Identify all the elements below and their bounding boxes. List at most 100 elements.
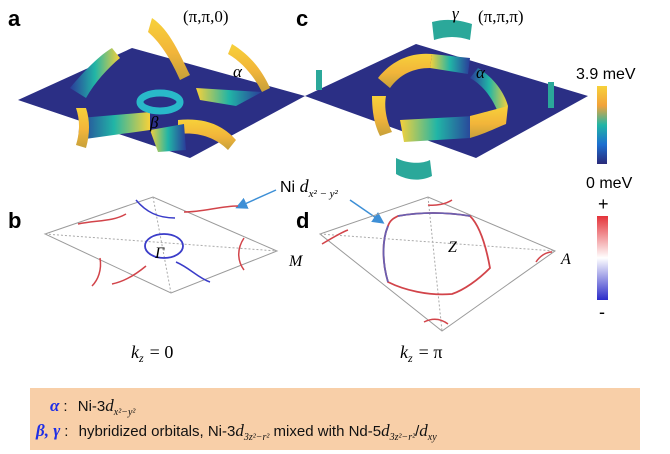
legend-alpha-symbol: α (50, 396, 60, 415)
panel-c: c (π,π,π) γ α (296, 4, 588, 180)
beta-cylinder-a (136, 89, 184, 115)
legend-bg-d2: d (381, 421, 390, 440)
fermi-arc-b-6 (175, 261, 211, 283)
legend-bg-mid: mixed with Nd-5 (269, 423, 382, 440)
corner-arc-d-left (321, 229, 349, 245)
diagonal-d-2 (427, 196, 443, 332)
legend-bg-d3: d (419, 421, 428, 440)
panel-b: b Γ M kz = 0 (8, 196, 304, 365)
colorbar-max-label: 3.9 meV (576, 66, 636, 83)
diagonal-b-1 (44, 233, 278, 252)
legend-bg-slash: / (415, 423, 420, 440)
alpha-sheet-c-topleft (378, 53, 432, 88)
alpha-sheet-c-topfan (430, 54, 470, 74)
kz-label-d: k (400, 342, 409, 362)
callout-prefix: Ni (280, 179, 300, 196)
legend-alpha-d: d (105, 396, 114, 415)
callout-arrow-left (235, 189, 277, 209)
gamma-sheet-c-bottom (396, 158, 432, 180)
svg-text:kz= π: kz = π (400, 342, 442, 365)
legend-bg-sub3: xy (427, 432, 437, 443)
panel-a: a (π,π,0) α β (8, 6, 305, 158)
legend-bg-colon: : (64, 423, 69, 440)
z-point-label: Z (448, 239, 458, 256)
corner-arc-d-bottom (423, 318, 449, 325)
fermi-arc-b-4 (238, 237, 245, 271)
gap-sheet-a-left-fan (78, 112, 150, 140)
diagonal-d-1 (319, 233, 556, 252)
legend-alpha-sub: x²−y² (113, 407, 136, 418)
beta-label-a: β (149, 113, 159, 132)
gap-sheet-a-bottomleft (76, 108, 89, 148)
alpha-sheet-c-bottom (400, 116, 474, 142)
gamma-label-c: γ (452, 4, 460, 23)
legend-alpha-colon: : (63, 398, 68, 415)
gap-sheet-a-bottom-fan (150, 124, 186, 152)
gamma-sheet-c-top (432, 19, 472, 40)
fermi-arc-b-1 (77, 213, 127, 225)
corner-arc-d-top (427, 199, 453, 206)
fermi-pocket-gamma (144, 233, 184, 259)
sign-plus-label: + (598, 194, 609, 214)
sign-minus-label: - (599, 302, 605, 322)
panel-letter-a: a (8, 6, 21, 31)
legend-bg-symbol: β, γ (36, 421, 61, 440)
corner-arc-d-right (535, 251, 553, 263)
panel-d: d Z A kz = π (296, 196, 571, 365)
high-symmetry-point-a: (π,π,0) (183, 7, 229, 26)
panel-letter-d: d (296, 208, 309, 233)
fermi-arc-b-2 (135, 199, 176, 219)
gap-sheet-a-top (148, 18, 190, 80)
gap-plane-c (305, 44, 588, 158)
kz-label-b: k (131, 342, 140, 362)
alpha-label-c: α (476, 63, 486, 82)
m-point-label: M (288, 253, 304, 270)
gap-sheet-a-right (228, 44, 270, 92)
sign-colorbar: + - (597, 194, 609, 322)
legend-row-alpha: α: Ni-3dx²−y² (50, 396, 136, 418)
kz-sub-b: z (138, 351, 144, 365)
fermi-arc-b-7 (111, 265, 147, 285)
legend-alpha-prefix: Ni-3 (77, 398, 106, 415)
a-point-label: A (560, 251, 571, 268)
svg-text:kz= 0: kz = 0 (131, 342, 173, 365)
gamma-point-label: Γ (154, 245, 165, 262)
diagonal-b-2 (152, 196, 172, 294)
panel-letter-c: c (296, 6, 308, 31)
kz-value-b: = 0 (150, 342, 174, 362)
gap-sheet-a-right-fan (196, 88, 262, 106)
alpha-label-a: α (233, 62, 243, 81)
callout-d: d (300, 176, 310, 196)
alpha-sheet-c-right (470, 68, 508, 112)
alpha-sheet-c-bottomright (470, 106, 508, 138)
orbital-callout: Ni dx² − y² (235, 176, 385, 224)
legend-bg-sub2: 3z²−r² (389, 432, 416, 443)
callout-subscript: x² − y² (308, 188, 339, 200)
fermi-arc-b-3 (183, 205, 239, 213)
energy-colorbar: 3.9 meV 0 meV (576, 66, 636, 192)
gap-sheet-a-topleft (70, 48, 120, 98)
gamma-sheet-c-left (316, 70, 322, 90)
kz-value-d: = π (419, 342, 443, 362)
brillouin-zone-d (318, 196, 557, 332)
gamma-sheet-c-right (548, 82, 554, 108)
kz-sub-d: z (407, 351, 413, 365)
high-symmetry-point-c: (π,π,π) (478, 7, 524, 26)
legend-bg-prefix: hybridized orbitals, Ni-3 (78, 423, 236, 440)
colorbar-gradient (597, 86, 607, 164)
callout-arrow-right (349, 199, 385, 224)
legend-row-beta-gamma: β, γ: hybridized orbitals, Ni-3d3z²−r² m… (36, 421, 437, 443)
sign-gradient (597, 216, 608, 300)
legend-bg-sub1: 3z²−r² (243, 432, 270, 443)
svg-text:Ni dx² − y²: Ni dx² − y² (280, 176, 339, 200)
gap-sheet-a-bottom (178, 119, 236, 150)
legend-bg-d1: d (235, 421, 244, 440)
fermi-surface-z-blue-top (397, 212, 471, 217)
legend-box: α: Ni-3dx²−y² β, γ: hybridized orbitals,… (30, 388, 640, 450)
alpha-sheet-c-bottomleft (372, 96, 392, 136)
fermi-arc-b-5 (91, 257, 102, 287)
colorbar-min-label: 0 meV (586, 175, 633, 192)
fermi-surface-z-blue-left (382, 225, 389, 283)
panel-letter-b: b (8, 208, 21, 233)
